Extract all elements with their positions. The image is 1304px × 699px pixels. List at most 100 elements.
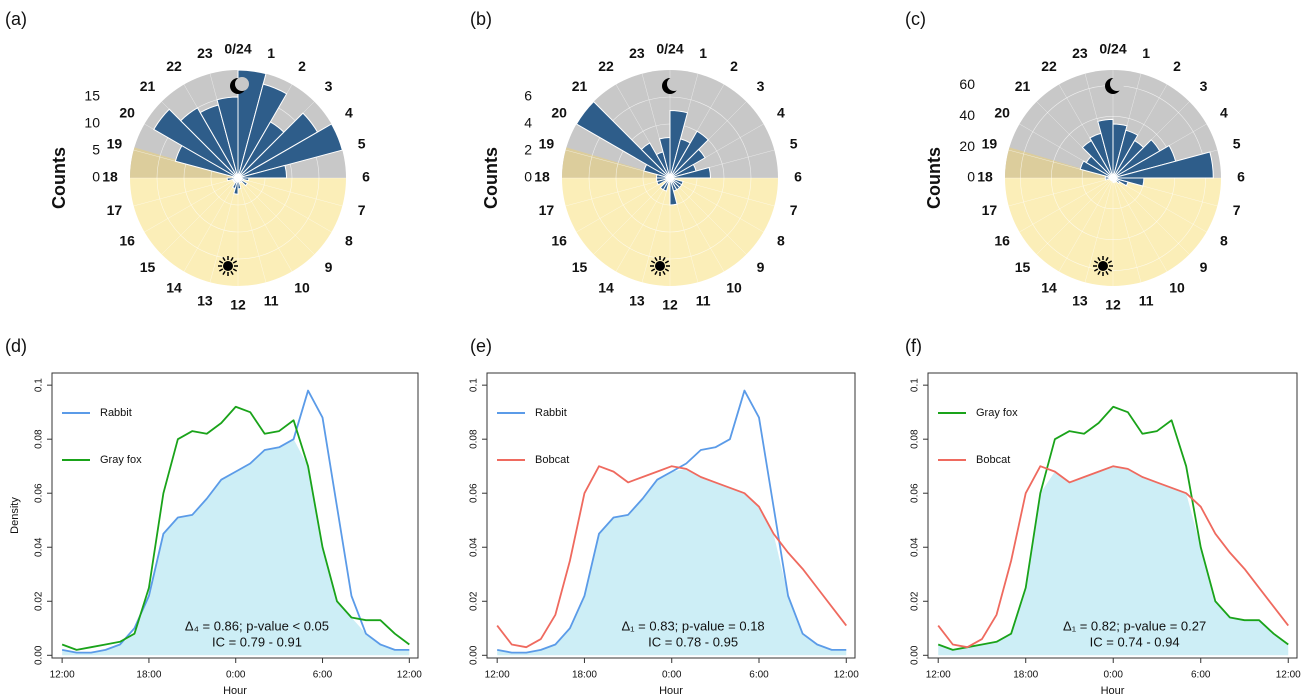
hour-label: 2 [1173,58,1181,74]
hour-label: 2 [730,58,738,74]
x-tick-label: 0:00 [1103,670,1123,681]
hour-label: 7 [1233,202,1241,218]
panel-label: (e) [470,336,492,356]
x-tick-label: 18:00 [572,670,597,681]
hour-label: 0/24 [224,41,251,57]
hour-label: 17 [107,202,123,218]
hour-label: 9 [757,259,765,275]
r-tick-label: 4 [524,115,532,131]
hour-label: 16 [119,233,135,249]
hour-label: 18 [977,169,993,185]
r-tick-label: 60 [959,76,975,92]
x-axis-title: Hour [223,685,247,697]
y-tick-label: 0.02 [34,591,45,611]
y-tick-label: 0.00 [34,645,45,665]
x-tick-label: 12:00 [834,670,859,681]
x-tick-label: 6:00 [1191,670,1211,681]
hour-label: 6 [794,169,802,185]
x-tick-label: 12:00 [1276,670,1301,681]
y-tick-label: 0.1 [910,378,921,392]
r-tick-label: 10 [84,115,100,131]
hour-label: 2 [298,58,306,74]
r-tick-label: 15 [84,88,100,104]
legend-label: Rabbit [100,407,132,419]
hour-label: 5 [1233,136,1241,152]
hour-label: 8 [345,233,353,249]
hour-label: 10 [1169,280,1185,296]
hour-label: 18 [102,169,118,185]
hour-label: 13 [1072,292,1088,308]
legend-label: Rabbit [535,407,567,419]
panel-label: (d) [5,336,27,356]
hour-label: 13 [629,292,645,308]
sun-icon [1098,261,1108,271]
hour-label: 3 [325,78,333,94]
panel-label: (a) [5,9,27,29]
y-tick-label: 0.08 [910,429,921,449]
hour-label: 17 [982,202,998,218]
hour-label: 23 [1072,45,1088,61]
r-tick-label: 2 [524,142,532,158]
r-tick-label: 0 [967,169,975,185]
x-tick-label: 12:00 [397,670,422,681]
hour-label: 7 [790,202,798,218]
hour-label: 22 [1041,58,1057,74]
hour-label: 12 [230,297,246,313]
y-tick-label: 0.1 [469,378,480,392]
x-tick-label: 12:00 [485,670,510,681]
hour-label: 3 [757,78,765,94]
x-tick-label: 0:00 [226,670,246,681]
y-tick-label: 0.04 [34,537,45,557]
hour-label: 20 [119,105,135,121]
hour-label: 19 [982,136,998,152]
y-tick-label: 0.00 [469,645,480,665]
hour-label: 6 [1237,169,1245,185]
r-tick-label: 20 [959,138,975,154]
hour-label: 6 [362,169,370,185]
hour-label: 14 [1041,280,1057,296]
hour-label: 16 [551,233,567,249]
hour-label: 21 [140,78,156,94]
hour-label: 23 [629,45,645,61]
moon-cut [667,77,681,91]
hour-label: 13 [197,292,213,308]
y-axis-title: Counts [49,147,69,209]
figure: (a)0510150/24123456789101112131415161718… [0,0,1304,699]
hour-label: 7 [358,202,366,218]
r-tick-label: 5 [92,142,100,158]
annotation: IC = 0.79 - 0.91 [212,634,302,649]
hour-label: 4 [777,105,785,121]
panel-label: (f) [905,336,922,356]
y-tick-label: 0.08 [34,429,45,449]
hour-label: 16 [994,233,1010,249]
legend-label: Gray fox [100,454,142,466]
y-tick-label: 0.06 [910,483,921,503]
hour-label: 14 [598,280,614,296]
hour-label: 8 [777,233,785,249]
moon-cut [235,77,249,91]
y-axis-title: Density [9,497,21,534]
hour-label: 10 [726,280,742,296]
y-tick-label: 0.04 [469,537,480,557]
hour-label: 9 [325,259,333,275]
hour-label: 17 [539,202,555,218]
annotation: Δ₄ = 0.86; p-value < 0.05 [185,618,329,633]
sun-icon [223,261,233,271]
hour-label: 12 [1105,297,1121,313]
hour-label: 19 [107,136,123,152]
hour-label: 11 [1139,292,1154,308]
hour-label: 9 [1200,259,1208,275]
annotation: IC = 0.74 - 0.94 [1090,634,1180,649]
r-tick-label: 0 [92,169,100,185]
x-tick-label: 18:00 [136,670,161,681]
r-tick-label: 6 [524,88,532,104]
hour-label: 11 [696,292,711,308]
x-axis-title: Hour [659,685,683,697]
hour-label: 10 [294,280,310,296]
hour-label: 1 [267,45,275,61]
annotation: IC = 0.78 - 0.95 [648,634,738,649]
hour-label: 15 [140,259,156,275]
hour-label: 0/24 [656,41,683,57]
hour-label: 15 [572,259,588,275]
hour-label: 15 [1015,259,1031,275]
